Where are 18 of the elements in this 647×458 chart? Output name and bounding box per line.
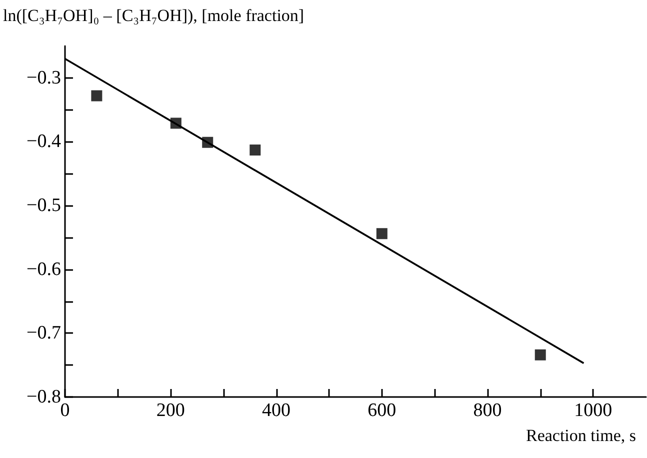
y-tick-label: −0.3 bbox=[26, 67, 61, 88]
point bbox=[250, 144, 261, 156]
point bbox=[376, 228, 388, 240]
y-tick-label: −0.5 bbox=[26, 195, 61, 216]
x-tick-label: 1000 bbox=[574, 400, 612, 421]
point bbox=[534, 349, 546, 360]
y-tick-label: −0.6 bbox=[26, 258, 61, 280]
y-tick-label: −0.7 bbox=[26, 322, 61, 344]
y-tick-label: −0.4 bbox=[26, 131, 62, 152]
y-axis-title: ln([C₃H₇OH]₀ – [C₃H₇OH]), [mole fraction] bbox=[3, 6, 304, 25]
x-tick-label: 800 bbox=[473, 400, 502, 421]
point bbox=[91, 90, 102, 102]
x-axis-title: Reaction time, s bbox=[526, 426, 636, 445]
y-tick-label: −0.8 bbox=[26, 386, 61, 408]
x-tick-label: 0 bbox=[60, 400, 70, 421]
x-tick-label: 400 bbox=[262, 400, 291, 421]
x-tick-label: 600 bbox=[368, 400, 396, 421]
x-tick-label: 200 bbox=[156, 400, 185, 421]
